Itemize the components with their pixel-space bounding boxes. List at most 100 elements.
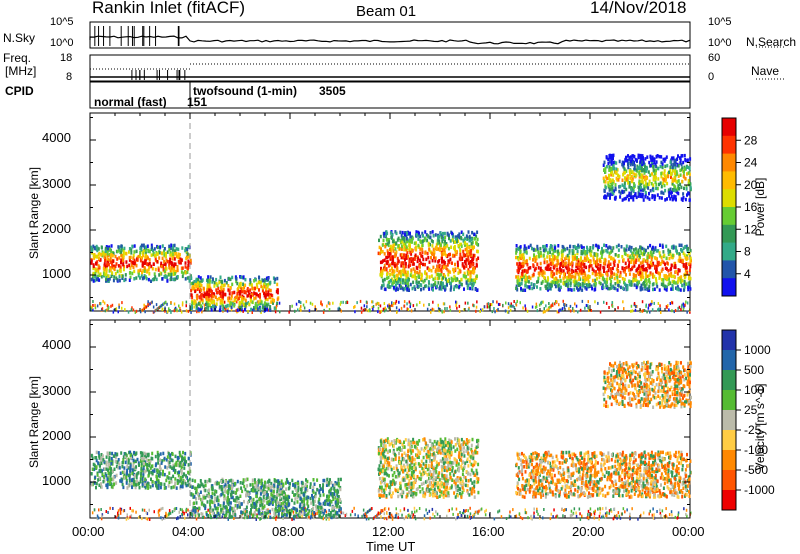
echo-cell xyxy=(532,258,534,262)
echo-cell xyxy=(148,458,150,463)
echo-cell xyxy=(466,279,469,283)
echo-cell xyxy=(400,247,403,251)
echo-cell xyxy=(612,163,615,168)
echo-cell xyxy=(625,169,628,173)
echo-cell xyxy=(639,271,642,275)
echo-cell xyxy=(644,165,646,169)
echo-cell xyxy=(531,305,534,309)
echo-cell xyxy=(664,198,667,202)
echo-cell xyxy=(456,237,458,241)
echo-cell xyxy=(527,516,529,520)
echo-cell xyxy=(254,301,257,306)
echo-cell xyxy=(520,253,523,257)
echo-cell xyxy=(515,303,518,307)
echo-cell xyxy=(236,294,239,298)
echo-cell xyxy=(595,277,598,281)
echo-cell xyxy=(608,265,610,269)
echo-cell xyxy=(274,277,277,281)
echo-cell xyxy=(571,249,574,253)
echo-cell xyxy=(221,303,224,307)
echo-cell xyxy=(582,271,585,275)
echo-cell xyxy=(689,276,692,281)
echo-cell xyxy=(607,260,610,264)
echo-cell xyxy=(668,256,671,261)
echo-cell xyxy=(98,251,101,256)
echo-cell xyxy=(614,186,617,191)
echo-cell xyxy=(578,262,581,266)
echo-cell xyxy=(408,300,411,304)
echo-cell xyxy=(168,471,171,475)
echo-cell xyxy=(125,478,128,483)
echo-cell xyxy=(156,260,159,264)
echo-cell xyxy=(653,169,656,173)
echo-cell xyxy=(656,284,659,289)
echo-cell xyxy=(419,240,422,244)
echo-cell xyxy=(189,261,192,265)
echo-cell xyxy=(583,281,586,286)
echo-cell xyxy=(400,269,402,274)
echo-cell xyxy=(158,273,161,277)
echo-cell xyxy=(686,165,689,169)
echo-cell xyxy=(228,296,231,300)
echo-cell xyxy=(629,172,631,176)
echo-cell xyxy=(240,296,243,300)
echo-cell xyxy=(241,286,244,291)
echo-cell xyxy=(640,251,643,255)
echo-cell xyxy=(627,154,629,158)
echo-cell xyxy=(276,282,279,287)
echo-cell xyxy=(109,506,111,510)
echo-cell xyxy=(618,189,621,194)
echo-cell xyxy=(650,158,653,162)
echo-cell xyxy=(292,510,295,514)
echo-cell xyxy=(419,247,422,251)
echo-cell xyxy=(106,262,109,266)
echo-cell xyxy=(404,273,407,277)
echo-cell xyxy=(665,177,667,181)
echo-cell xyxy=(648,263,651,268)
echo-cell xyxy=(671,513,673,517)
echo-cell xyxy=(202,286,205,291)
echo-cell xyxy=(122,253,125,257)
echo-cell xyxy=(565,266,568,270)
echo-cell xyxy=(364,512,366,516)
echo-cell xyxy=(485,508,487,512)
echo-cell xyxy=(566,276,569,280)
echo-cell xyxy=(138,515,140,519)
echo-cell xyxy=(524,304,526,308)
echo-cell xyxy=(643,168,646,173)
echo-cell xyxy=(443,262,446,267)
echo-cell xyxy=(583,279,586,284)
echo-cell xyxy=(546,260,549,264)
echo-cell xyxy=(453,245,456,249)
echo-cell xyxy=(173,302,176,306)
echo-cell xyxy=(188,275,191,280)
echo-cell xyxy=(102,299,104,303)
echo-cell xyxy=(666,197,668,201)
echo-cell xyxy=(579,512,581,516)
echo-cell xyxy=(421,243,424,248)
echo-cell xyxy=(669,274,672,278)
echo-cell xyxy=(131,509,133,513)
echo-cell xyxy=(641,192,644,197)
echo-cell xyxy=(518,253,521,258)
echo-cell xyxy=(624,176,626,180)
echo-cell xyxy=(630,191,633,196)
echo-cell xyxy=(579,517,582,521)
echo-cell xyxy=(616,280,619,284)
echo-cell xyxy=(187,508,189,512)
echo-cell xyxy=(651,172,653,176)
echo-cell xyxy=(402,278,404,282)
cpid-panel-frame xyxy=(89,81,691,109)
echo-cell xyxy=(557,251,560,255)
echo-cell xyxy=(118,278,121,283)
echo-cell xyxy=(647,182,650,187)
echo-cell xyxy=(577,258,579,262)
echo-cell xyxy=(674,169,677,174)
echo-cell xyxy=(530,514,532,518)
echo-cell xyxy=(688,285,691,289)
echo-cell xyxy=(674,195,677,199)
echo-cell xyxy=(588,265,591,269)
echo-cell xyxy=(497,307,499,311)
echo-cell xyxy=(146,458,149,463)
echo-cell xyxy=(682,196,685,200)
